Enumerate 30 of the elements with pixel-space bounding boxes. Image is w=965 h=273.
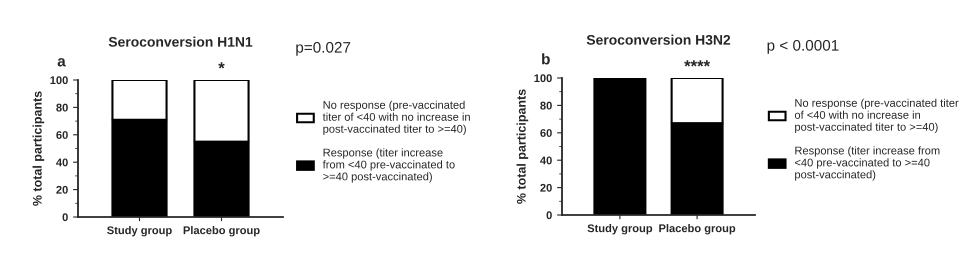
y-tick-label: 20 — [540, 184, 552, 192]
legend-label: Response (titer increase from <40 pre-vaccinated to >=40 post-vaccinated) — [322, 148, 455, 183]
text: a — [58, 58, 66, 66]
y-tick-label: 0 — [62, 213, 68, 222]
x-tick-label: Study group — [107, 226, 172, 236]
annotation: * — [218, 62, 225, 68]
x-tick-label: Placebo group — [184, 226, 260, 236]
y-axis-title: % total participants — [516, 89, 528, 204]
legend-label: No response (pre-vaccinated titer of <40 with no increase in post-vaccinated titer to >=40) — [794, 98, 959, 133]
chart-title: Seroconversion H3N2 — [586, 34, 730, 45]
text: p < 0.0001 — [768, 40, 838, 54]
y-axis-title: % total participants — [32, 91, 44, 206]
y-tick-label: 60 — [56, 131, 68, 139]
x-tick-label: Study group — [588, 224, 652, 234]
x-tick-label: Placebo group — [659, 224, 736, 234]
text: b — [542, 53, 550, 64]
y-tick-label: 20 — [56, 186, 68, 194]
y-tick-label: 40 — [56, 158, 68, 166]
y-tick-label: 80 — [56, 104, 68, 112]
y-tick-label: 60 — [540, 129, 552, 137]
legend-label: Response (titer increase from <40 pre-vaccinated to >=40 post-vaccinated) — [794, 146, 940, 181]
y-tick-label: 80 — [540, 102, 552, 110]
text: p=0.027 — [296, 42, 350, 56]
chart-title: Seroconversion H1N1 — [108, 36, 252, 47]
y-tick-label: 100 — [50, 76, 68, 84]
legend-label: No response (pre-vaccinated titer of <40 with no increase in post-vaccinated titer to >=40) — [322, 100, 470, 135]
annotation: **** — [684, 60, 710, 66]
y-tick-label: 100 — [534, 74, 552, 82]
y-tick-label: 40 — [540, 156, 552, 164]
y-tick-label: 0 — [546, 211, 552, 220]
